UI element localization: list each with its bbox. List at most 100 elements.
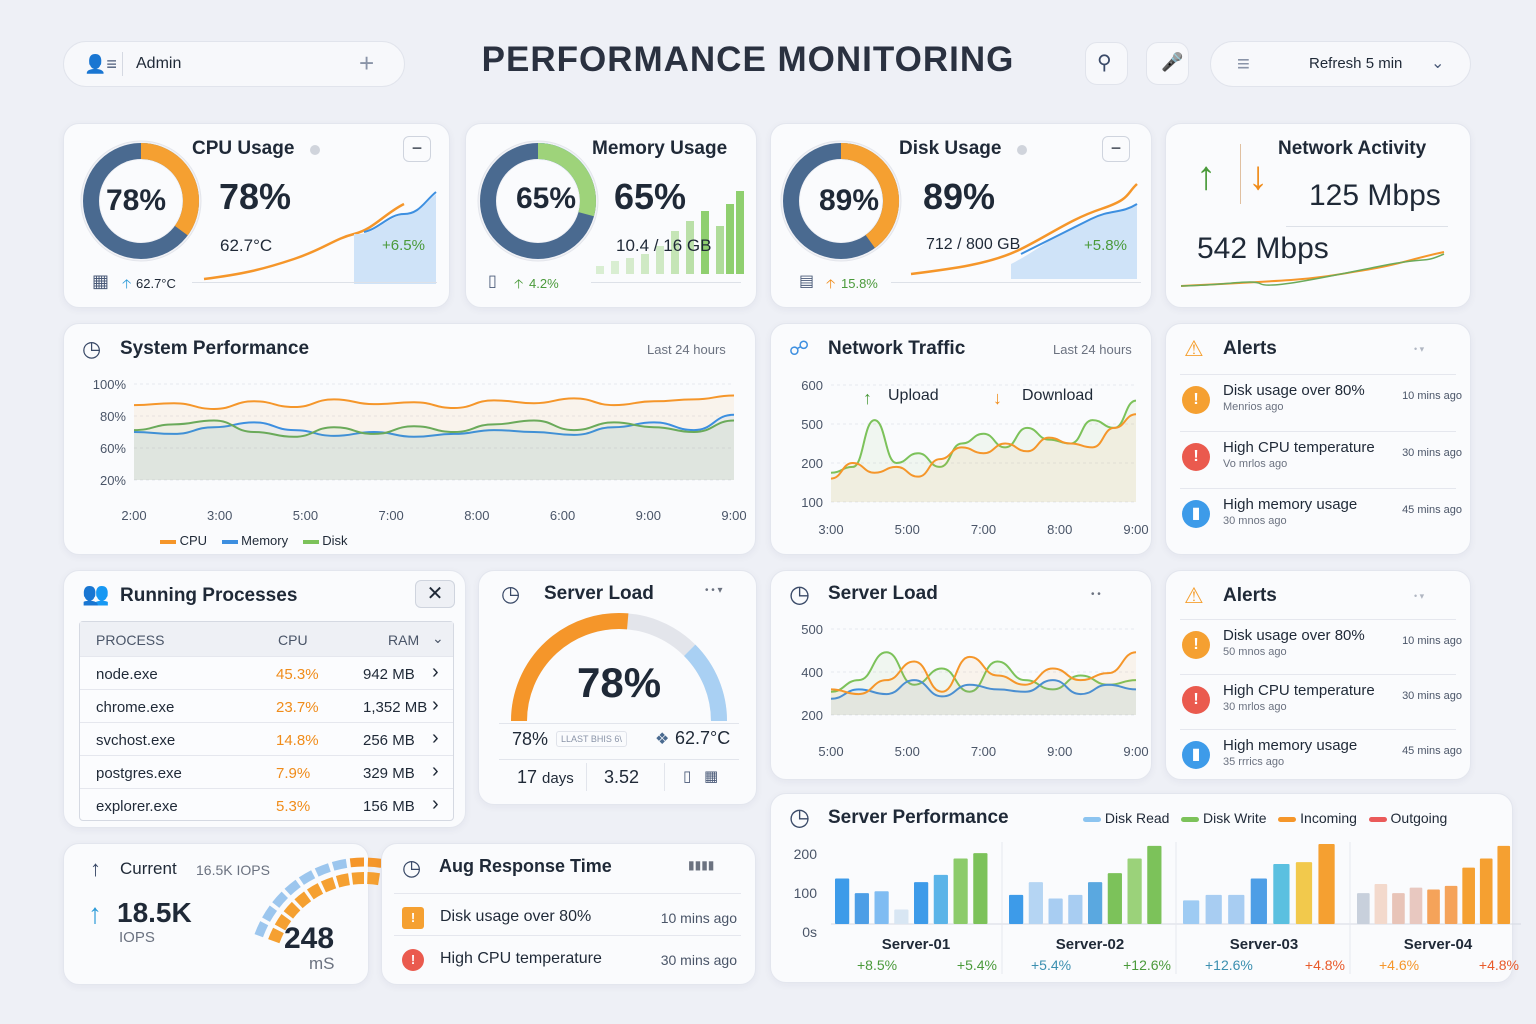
- device-icon: ▯: [683, 768, 692, 785]
- gauge-segment: [268, 927, 284, 944]
- server-change-a: +8.5%: [857, 957, 897, 973]
- alert-time: 10 mins ago: [1402, 390, 1462, 402]
- gauge-segment: [283, 901, 301, 919]
- add-icon[interactable]: +: [359, 48, 375, 78]
- upload-arrow-icon: ↑: [1196, 154, 1216, 198]
- x-tick-label: 7:00: [971, 744, 996, 759]
- user-menu[interactable]: 👤≡ Admin +: [63, 41, 405, 87]
- collapse-button[interactable]: −: [1102, 136, 1130, 162]
- chevron-down-icon: ⌄: [1431, 55, 1445, 72]
- col-cpu[interactable]: CPU: [278, 632, 308, 648]
- ring-center: [497, 160, 579, 242]
- search-button[interactable]: ⚲: [1085, 42, 1128, 85]
- time-range[interactable]: Last 24 hours: [647, 342, 726, 357]
- gauge-segment: [272, 891, 289, 908]
- bar: [1205, 894, 1222, 924]
- y-tick-label: 100: [801, 495, 823, 510]
- table-row[interactable]: svchost.exe 14.8% 256 MB ›: [80, 722, 453, 756]
- disk-icon: ▤: [799, 273, 815, 290]
- signal-icon: ▮▮▮▮: [688, 858, 715, 872]
- uptime-number: 17: [517, 767, 538, 787]
- process-ram: 329 MB: [363, 765, 415, 782]
- bar: [1048, 898, 1063, 924]
- x-tick-label: 5:00: [818, 744, 843, 759]
- ring-center: [100, 160, 182, 242]
- col-process[interactable]: PROCESS: [96, 632, 165, 648]
- time-range[interactable]: Last 24 hours: [1053, 342, 1132, 357]
- chevron-right-icon[interactable]: ›: [432, 694, 439, 716]
- mic-button[interactable]: 🎤: [1146, 42, 1189, 85]
- divider: [1180, 431, 1456, 432]
- alert-title[interactable]: Disk usage over 80%: [1223, 627, 1365, 644]
- more-options-icon[interactable]: • • ▾: [705, 585, 723, 596]
- more-options-icon[interactable]: • ▾: [1414, 344, 1425, 354]
- chevron-right-icon[interactable]: ›: [432, 727, 439, 749]
- bar: [1228, 894, 1245, 924]
- table-row[interactable]: chrome.exe 23.7% 1,352 MB ›: [80, 689, 453, 723]
- more-options-icon[interactable]: • •: [1091, 589, 1101, 600]
- close-button[interactable]: ✕: [415, 580, 455, 608]
- y-tick-label: 20%: [100, 473, 126, 488]
- page-title: PERFORMANCE MONITORING: [481, 40, 1015, 79]
- bar: [835, 878, 850, 924]
- bar: [1068, 894, 1083, 924]
- disk-title: Disk Usage: [899, 138, 1002, 159]
- bar: [953, 858, 968, 924]
- alert-title[interactable]: High memory usage: [1223, 496, 1358, 513]
- y-tick-label: 500: [801, 622, 823, 637]
- alerts-card-2: ⚠ Alerts • ▾! Disk usage over 80% 50 mnos ag…: [1165, 570, 1471, 780]
- alert-subtitle: 30 mrlos ago: [1223, 701, 1287, 713]
- bar: [1295, 862, 1313, 924]
- legend-disk-write: Disk Write: [1203, 810, 1267, 826]
- alert-title[interactable]: High memory usage: [1223, 737, 1358, 754]
- memory-ring: [477, 140, 599, 262]
- uptime-value: 17 days: [517, 767, 574, 788]
- process-name: postgres.exe: [96, 765, 182, 782]
- x-tick-label: 8:00: [464, 508, 489, 523]
- alerts-title: Alerts: [1223, 338, 1277, 359]
- bar: [1088, 882, 1103, 924]
- process-name: svchost.exe: [96, 732, 176, 749]
- ring-progress: [840, 143, 899, 249]
- response-time-card: ◷ Aug Response Time ▮▮▮▮ ! Disk usage ove…: [381, 843, 756, 985]
- alerts-title: Alerts: [1223, 585, 1277, 606]
- cpu-change: +6.5%: [382, 237, 425, 254]
- refresh-dropdown[interactable]: ≡ Refresh 5 min ⌄: [1210, 41, 1471, 87]
- alert-title[interactable]: High CPU temperature: [1223, 439, 1375, 456]
- bar: [1107, 873, 1122, 924]
- chevron-right-icon[interactable]: ›: [432, 661, 439, 683]
- server-perf-legend: Disk Read Disk Write Incoming Outgoing: [1083, 810, 1447, 826]
- gauge-segment: [262, 905, 278, 922]
- cpu-value: 78%: [219, 176, 292, 217]
- chevron-right-icon[interactable]: ›: [432, 760, 439, 782]
- divider: [1180, 374, 1456, 375]
- y-tick-label: 400: [801, 665, 823, 680]
- collapse-button[interactable]: −: [403, 136, 431, 162]
- alert-subtitle: 35 rrrics ago: [1223, 756, 1285, 768]
- server-change-a: +5.4%: [1031, 957, 1071, 973]
- arrow-up-icon: 🡡: [826, 276, 836, 291]
- alert-title[interactable]: Disk usage over 80%: [1223, 382, 1365, 399]
- iops-badge: 16.5K IOPS: [196, 862, 270, 878]
- alert-title[interactable]: High CPU temperature: [440, 950, 602, 967]
- alert-title[interactable]: Disk usage over 80%: [440, 908, 592, 925]
- chevron-down-icon[interactable]: ⌄: [432, 630, 444, 646]
- bar: [1273, 864, 1290, 924]
- latency-value: 248: [284, 922, 335, 955]
- chevron-right-icon[interactable]: ›: [432, 793, 439, 815]
- gauge-segment: [331, 858, 348, 871]
- server-performance-chart: 200 100 0s Server-01 +8.5% +5.4% Server-02 +5.4…: [794, 842, 1521, 974]
- col-ram[interactable]: RAM: [388, 632, 420, 648]
- alert-title[interactable]: High CPU temperature: [1223, 682, 1375, 699]
- x-tick-label: 6:00: [550, 508, 575, 523]
- table-row[interactable]: postgres.exe 7.9% 329 MB ›: [80, 755, 453, 789]
- more-options-icon[interactable]: • ▾: [1414, 591, 1425, 601]
- x-tick-label: 8:00: [1047, 522, 1072, 537]
- x-tick-label: 3:00: [207, 508, 232, 523]
- download-arrow-icon: ↓: [1248, 154, 1268, 198]
- y-tick-label: 600: [801, 378, 823, 393]
- table-row[interactable]: node.exe 45.3% 942 MB ›: [80, 656, 453, 690]
- table-row[interactable]: explorer.exe 5.3% 156 MB ›: [80, 788, 453, 822]
- legend-memory: Memory: [241, 533, 289, 548]
- x-tick-label: 3:00: [818, 522, 843, 537]
